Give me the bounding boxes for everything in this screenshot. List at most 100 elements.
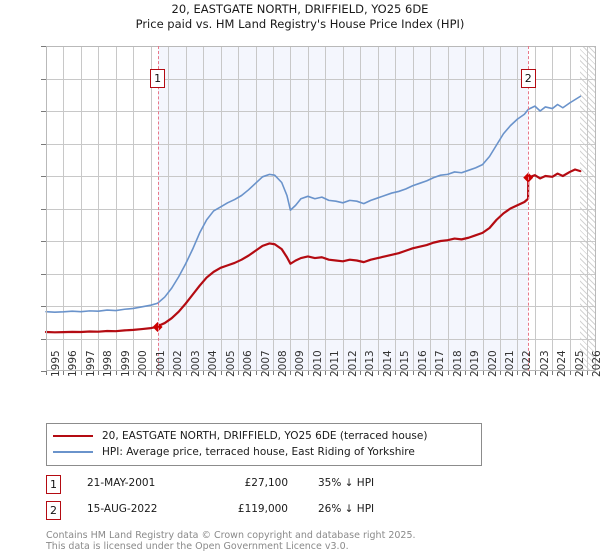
x-axis-tick — [116, 371, 117, 375]
x-axis-label: 2019 — [469, 350, 482, 377]
x-axis-label: 2009 — [294, 350, 307, 377]
y-axis-tick — [41, 339, 46, 340]
x-axis-label: 2004 — [207, 350, 220, 377]
x-axis-label: 2025 — [573, 350, 586, 377]
gridline-horizontal — [46, 144, 596, 145]
gridline-vertical — [517, 46, 518, 371]
series-line — [44, 168, 582, 334]
x-axis-tick — [168, 371, 169, 375]
gridline-vertical — [395, 46, 396, 371]
x-axis-tick — [46, 371, 47, 375]
x-axis-label: 2015 — [399, 350, 412, 377]
x-axis-tick — [430, 371, 431, 375]
transaction-delta-2: 26% ↓ HPI — [318, 503, 375, 515]
x-axis: 1995 1996 1997 1998 1999 2000 2001 2002 2003 2004… — [46, 350, 600, 417]
x-axis-label: 2012 — [346, 350, 359, 377]
transaction-callout-2[interactable]: 2 — [520, 69, 536, 88]
x-axis-tick — [186, 371, 187, 375]
x-axis-tick — [448, 371, 449, 375]
x-axis-tick — [360, 371, 361, 375]
legend-item-1: HPI: Average price, terraced house, East… — [53, 444, 475, 460]
legend-swatch-price-paid — [53, 435, 93, 437]
gridline-vertical — [238, 46, 239, 371]
transaction-delta-1: 35% ↓ HPI — [318, 477, 375, 489]
x-axis-label: 2005 — [224, 350, 237, 377]
footer-attribution: Contains HM Land Registry data © Crown c… — [46, 530, 586, 552]
x-axis-label: 1998 — [102, 350, 115, 377]
x-axis-tick — [378, 371, 379, 375]
transaction-vline — [158, 46, 159, 371]
legend-label-hpi: HPI: Average price, terraced house, East… — [102, 446, 415, 458]
gridline-vertical — [308, 46, 309, 371]
transaction-callout-1[interactable]: 1 — [150, 69, 166, 88]
x-axis-tick — [308, 371, 309, 375]
gridline-horizontal — [46, 79, 596, 80]
plot-canvas — [46, 46, 596, 371]
y-axis-tick — [41, 371, 46, 372]
x-axis-tick — [483, 371, 484, 375]
x-axis-label: 1997 — [84, 350, 97, 377]
gridline-vertical — [465, 46, 466, 371]
gridline-vertical — [378, 46, 379, 371]
y-axis-tick — [41, 144, 46, 145]
gridline-vertical — [413, 46, 414, 371]
x-axis-label: 2008 — [276, 350, 289, 377]
y-axis-tick — [41, 176, 46, 177]
footer-line-2: This data is licensed under the Open Gov… — [46, 541, 349, 552]
x-axis-tick — [151, 371, 152, 375]
x-axis-label: 2016 — [416, 350, 429, 377]
x-axis-tick — [273, 371, 274, 375]
gridline-vertical — [81, 46, 82, 371]
legend-label-price-paid: 20, EASTGATE NORTH, DRIFFIELD, YO25 6DE … — [102, 430, 428, 442]
x-axis-label: 2021 — [503, 350, 516, 377]
x-axis-label: 2024 — [556, 350, 569, 377]
gridline-vertical — [343, 46, 344, 371]
x-axis-label: 1999 — [119, 350, 132, 377]
chart-legend: 20, EASTGATE NORTH, DRIFFIELD, YO25 6DE … — [46, 423, 482, 466]
transaction-marker-1: 1 — [46, 475, 61, 494]
transaction-row: 1 21-MAY-2001 £27,100 35% ↓ HPI — [46, 474, 482, 496]
x-axis-tick — [98, 371, 99, 375]
future-region — [580, 46, 596, 371]
x-axis-tick — [343, 371, 344, 375]
x-axis-label: 2013 — [364, 350, 377, 377]
x-axis-tick — [500, 371, 501, 375]
gridline-vertical — [552, 46, 553, 371]
gridline-vertical — [133, 46, 134, 371]
x-axis-label: 2020 — [486, 350, 499, 377]
gridline-horizontal — [46, 209, 596, 210]
gridline-vertical — [221, 46, 222, 371]
transaction-price-1: £27,100 — [244, 477, 288, 489]
x-axis-tick — [133, 371, 134, 375]
transaction-marker-2: 2 — [46, 501, 61, 520]
gridline-horizontal — [46, 274, 596, 275]
gridline-horizontal — [46, 339, 596, 340]
gridline-horizontal — [46, 241, 596, 242]
transaction-vline — [528, 46, 529, 371]
x-axis-label: 2000 — [137, 350, 150, 377]
x-axis-tick — [552, 371, 553, 375]
x-axis-tick — [203, 371, 204, 375]
gridline-vertical — [186, 46, 187, 371]
gridline-horizontal — [46, 306, 596, 307]
series-line — [45, 95, 582, 313]
x-axis-label: 2011 — [329, 350, 342, 377]
x-axis-label: 2007 — [259, 350, 272, 377]
transaction-row: 2 15-AUG-2022 £119,000 26% ↓ HPI — [46, 500, 482, 522]
x-axis-tick — [238, 371, 239, 375]
transaction-point[interactable] — [152, 321, 163, 332]
x-axis-label: 2023 — [538, 350, 551, 377]
gridline-vertical — [168, 46, 169, 371]
legend-item-0: 20, EASTGATE NORTH, DRIFFIELD, YO25 6DE … — [53, 428, 475, 444]
gridline-vertical — [256, 46, 257, 371]
x-axis-label: 2010 — [311, 350, 324, 377]
gridline-vertical — [535, 46, 536, 371]
gridline-vertical — [587, 46, 588, 371]
x-axis-label: 2014 — [381, 350, 394, 377]
y-axis-tick — [41, 306, 46, 307]
series-lines — [44, 95, 582, 334]
transaction-date-1: 21-MAY-2001 — [87, 477, 156, 489]
y-axis-tick — [41, 274, 46, 275]
legend-swatch-hpi — [53, 451, 93, 453]
